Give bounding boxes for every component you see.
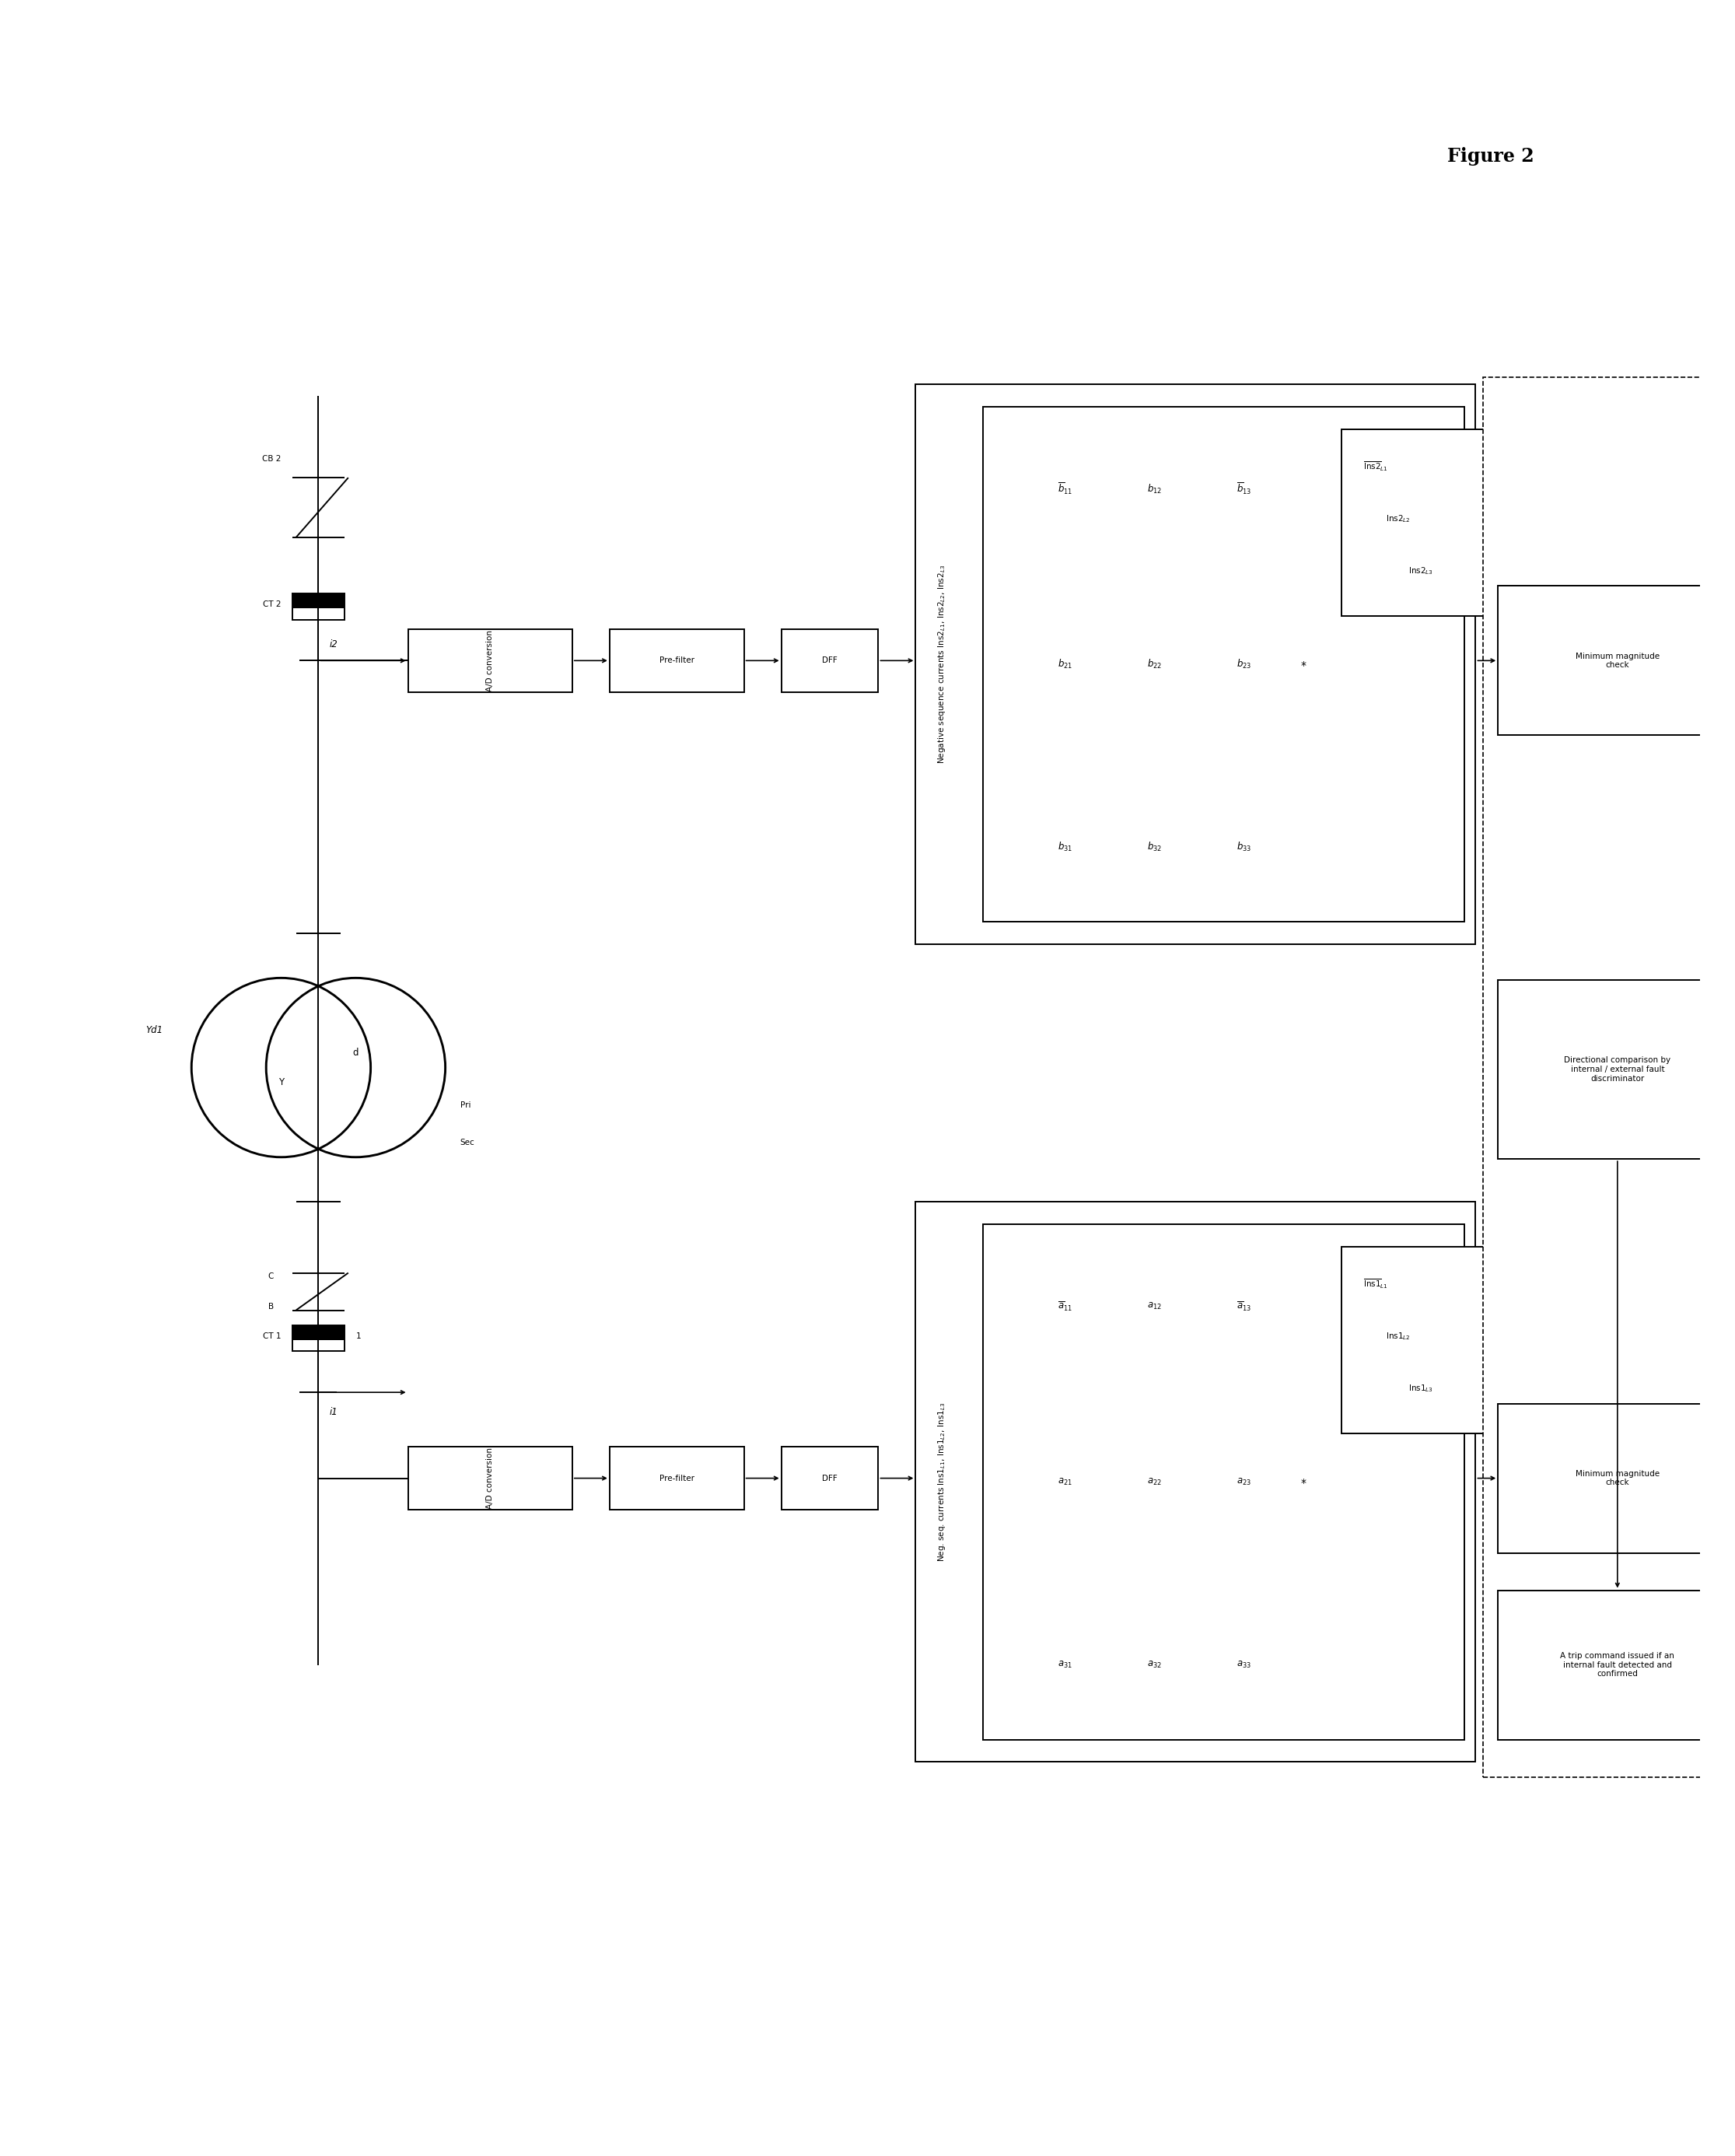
Text: i1: i1 bbox=[330, 1408, 338, 1416]
Text: DFF: DFF bbox=[822, 1475, 838, 1481]
Text: A/D conversion: A/D conversion bbox=[486, 1447, 494, 1509]
Text: Minimum magnitude
check: Minimum magnitude check bbox=[1575, 653, 1659, 668]
Bar bbox=[1497, 1404, 1735, 1552]
Text: $\overline{\mathrm{Ins2}}_{L1}$: $\overline{\mathrm{Ins2}}_{L1}$ bbox=[1364, 459, 1388, 472]
Bar bbox=[408, 1447, 573, 1509]
Bar bbox=[1483, 377, 1735, 1777]
Text: Y: Y bbox=[278, 1078, 285, 1087]
Bar bbox=[408, 630, 573, 692]
Text: $\overline{a}_{13}$: $\overline{a}_{13}$ bbox=[1237, 1300, 1251, 1313]
Text: $\mathrm{Ins2}_{L3}$: $\mathrm{Ins2}_{L3}$ bbox=[1409, 565, 1433, 576]
Bar bbox=[982, 407, 1464, 923]
Text: DFF: DFF bbox=[822, 658, 838, 664]
Text: A trip command issued if an
internal fault detected and
confirmed: A trip command issued if an internal fau… bbox=[1560, 1651, 1674, 1677]
Text: Negative sequence currents Ins2$_{L1}$, Ins2$_{L2}$, Ins2$_{L3}$: Negative sequence currents Ins2$_{L1}$, … bbox=[937, 565, 947, 763]
Text: B: B bbox=[269, 1302, 274, 1311]
Text: $a_{23}$: $a_{23}$ bbox=[1237, 1477, 1251, 1488]
Text: CB 2: CB 2 bbox=[262, 455, 281, 464]
Text: $\overline{b}_{13}$: $\overline{b}_{13}$ bbox=[1237, 481, 1251, 496]
Text: $\mathrm{Ins1}_{L3}$: $\mathrm{Ins1}_{L3}$ bbox=[1409, 1384, 1433, 1395]
Text: $b_{32}$: $b_{32}$ bbox=[1147, 841, 1162, 854]
Text: Yd1: Yd1 bbox=[146, 1024, 163, 1035]
Bar bbox=[291, 593, 345, 619]
Text: A/D conversion: A/D conversion bbox=[486, 630, 494, 692]
Text: $\overline{\mathrm{Ins1}}_{L1}$: $\overline{\mathrm{Ins1}}_{L1}$ bbox=[1364, 1279, 1388, 1291]
Text: $*$: $*$ bbox=[1301, 660, 1306, 671]
Bar bbox=[1497, 586, 1735, 735]
Text: Sec: Sec bbox=[460, 1138, 475, 1147]
Bar bbox=[916, 1201, 1475, 1761]
Bar bbox=[1497, 979, 1735, 1160]
Text: i2: i2 bbox=[330, 640, 338, 649]
Text: Pre-filter: Pre-filter bbox=[659, 658, 694, 664]
Text: $a_{33}$: $a_{33}$ bbox=[1237, 1660, 1251, 1671]
Text: $\mathrm{Ins2}_{L2}$: $\mathrm{Ins2}_{L2}$ bbox=[1386, 513, 1411, 524]
Text: $b_{21}$: $b_{21}$ bbox=[1058, 658, 1072, 671]
Text: $a_{12}$: $a_{12}$ bbox=[1147, 1302, 1162, 1311]
Text: $a_{22}$: $a_{22}$ bbox=[1147, 1477, 1162, 1488]
Bar bbox=[1497, 1591, 1735, 1740]
Text: $a_{32}$: $a_{32}$ bbox=[1147, 1660, 1162, 1671]
Text: $\mathrm{Ins1}_{L2}$: $\mathrm{Ins1}_{L2}$ bbox=[1386, 1330, 1411, 1341]
Text: 1: 1 bbox=[356, 1332, 361, 1341]
Text: C: C bbox=[267, 1272, 274, 1281]
Text: Figure 2: Figure 2 bbox=[1447, 147, 1534, 166]
Bar bbox=[291, 1326, 345, 1352]
Text: $b_{22}$: $b_{22}$ bbox=[1147, 658, 1162, 671]
Text: $a_{21}$: $a_{21}$ bbox=[1058, 1477, 1072, 1488]
Text: $b_{23}$: $b_{23}$ bbox=[1237, 658, 1251, 671]
Text: CT 2: CT 2 bbox=[262, 602, 281, 608]
Bar bbox=[982, 1225, 1464, 1740]
Text: Pre-filter: Pre-filter bbox=[659, 1475, 694, 1481]
Bar bbox=[781, 630, 878, 692]
Text: $a_{31}$: $a_{31}$ bbox=[1058, 1660, 1072, 1671]
Bar bbox=[781, 1447, 878, 1509]
Text: Pri: Pri bbox=[460, 1102, 470, 1108]
Text: $\overline{a}_{11}$: $\overline{a}_{11}$ bbox=[1058, 1300, 1072, 1313]
Bar bbox=[609, 1447, 744, 1509]
Text: $b_{31}$: $b_{31}$ bbox=[1058, 841, 1072, 854]
Text: d: d bbox=[352, 1048, 359, 1059]
Bar bbox=[291, 1326, 345, 1341]
Text: Neg. seq. currents Ins1$_{L1}$, Ins1$_{L2}$, Ins1$_{L3}$: Neg. seq. currents Ins1$_{L1}$, Ins1$_{L… bbox=[937, 1401, 947, 1561]
Text: CT 1: CT 1 bbox=[262, 1332, 281, 1341]
Text: $*$: $*$ bbox=[1301, 1477, 1306, 1488]
Bar bbox=[291, 593, 345, 608]
Text: Directional comparison by
internal / external fault
discriminator: Directional comparison by internal / ext… bbox=[1565, 1056, 1671, 1082]
Bar bbox=[916, 384, 1475, 944]
Text: $b_{12}$: $b_{12}$ bbox=[1147, 483, 1162, 496]
Bar bbox=[1341, 1246, 1529, 1434]
Bar bbox=[609, 630, 744, 692]
Text: $\overline{b}_{11}$: $\overline{b}_{11}$ bbox=[1057, 481, 1072, 496]
Bar bbox=[1341, 429, 1529, 617]
Text: $b_{33}$: $b_{33}$ bbox=[1237, 841, 1251, 854]
Text: Minimum magnitude
check: Minimum magnitude check bbox=[1575, 1470, 1659, 1488]
